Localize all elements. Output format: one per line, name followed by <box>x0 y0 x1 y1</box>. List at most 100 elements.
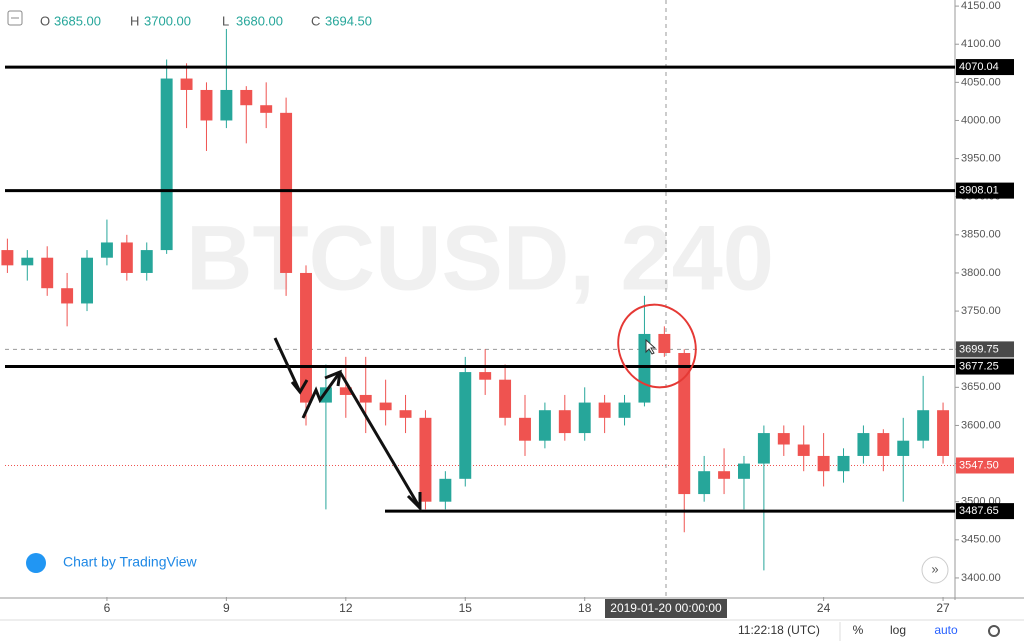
candle-body <box>538 410 551 441</box>
candle-body <box>738 463 750 479</box>
cursor <box>645 338 657 355</box>
x-tick-label: 12 <box>339 601 353 615</box>
legend-value: 3694.50 <box>325 13 372 28</box>
collapse-icon[interactable] <box>7 10 23 26</box>
level-label-box <box>956 59 1014 76</box>
arrow <box>273 337 302 393</box>
auto-toggle[interactable]: auto <box>934 623 958 637</box>
x-tick-label: 9 <box>223 601 230 615</box>
y-tick-label: 3800.00 <box>961 267 1001 279</box>
candle-body <box>857 433 870 456</box>
level-label: 3908.01 <box>959 185 999 197</box>
settings-icon[interactable] <box>988 625 1000 637</box>
legend-key: O <box>40 13 50 28</box>
candle-body <box>41 257 54 289</box>
level-label: 4070.04 <box>959 61 999 73</box>
y-tick-label: 3600.00 <box>961 419 1001 431</box>
candle-body <box>140 250 153 273</box>
logo <box>26 553 46 573</box>
legend-key: L <box>222 13 229 28</box>
y-tick-label: 4000.00 <box>961 114 1001 126</box>
candle-body <box>897 440 910 456</box>
candle-body <box>260 105 273 113</box>
arrow <box>301 371 342 419</box>
crosshair-date: 2019-01-20 00:00:00 <box>610 601 722 615</box>
y-tick-label: 3750.00 <box>961 305 1001 317</box>
candle-body <box>499 379 512 418</box>
candle-body <box>598 402 611 418</box>
candle-body <box>618 402 631 418</box>
level-label: 3677.25 <box>959 360 999 372</box>
candle-body <box>917 410 930 441</box>
highlight-ellipse <box>617 303 697 389</box>
candle-body <box>578 402 591 434</box>
y-tick-label: 4150.00 <box>961 0 1001 12</box>
candle-body <box>200 89 213 121</box>
candle-body <box>459 372 472 479</box>
candle-body <box>479 372 492 380</box>
candle-body <box>718 471 731 479</box>
candle-body <box>419 417 432 502</box>
level-label-box <box>956 503 1014 520</box>
scroll-button-icon: » <box>931 561 938 576</box>
candle-body <box>21 257 34 266</box>
candle-body <box>757 433 770 464</box>
candle-body <box>837 455 850 472</box>
candle-body <box>399 410 412 418</box>
x-tick-label: 6 <box>104 601 111 615</box>
x-tick-label: 24 <box>817 601 831 615</box>
candle-body <box>319 387 332 403</box>
log-toggle[interactable]: log <box>890 623 906 637</box>
candle-body <box>678 353 691 495</box>
y-tick-label: 3400.00 <box>961 572 1001 584</box>
legend-value: 3700.00 <box>144 13 191 28</box>
legend-value: 3680.00 <box>236 13 283 28</box>
candle-body <box>817 455 830 472</box>
last-price-box <box>956 457 1014 474</box>
legend-key: C <box>311 13 320 28</box>
y-tick-label: 3850.00 <box>961 229 1001 241</box>
plot: 3400.003450.003500.003550.003600.003650.… <box>1 0 1014 615</box>
last-price-label: 3547.50 <box>959 459 999 471</box>
candle-body <box>81 257 93 304</box>
candle-body <box>1 250 14 266</box>
candle-body <box>698 471 711 495</box>
crosshair-date-box <box>605 599 727 618</box>
y-tick-label: 3450.00 <box>961 534 1001 546</box>
crosshair-price-box <box>956 341 1014 358</box>
candle-body <box>439 478 452 502</box>
level-label-box <box>956 182 1014 199</box>
branding[interactable]: Chart by TradingView <box>63 554 197 570</box>
candle-body <box>61 288 74 304</box>
candle-body <box>877 433 890 456</box>
candle-body <box>339 387 352 395</box>
scroll-button[interactable] <box>921 556 949 584</box>
legend-value: 3685.00 <box>54 13 101 28</box>
y-tick-label: 4100.00 <box>961 38 1001 50</box>
x-tick-label: 27 <box>936 601 950 615</box>
candle-body <box>937 410 950 456</box>
candle-body <box>379 402 392 411</box>
legend-key: H <box>130 13 139 28</box>
candle-body <box>160 78 173 251</box>
footer-time: 11:22:18 (UTC) <box>738 623 820 637</box>
y-tick-label: 4050.00 <box>961 76 1001 88</box>
candle-body <box>658 333 671 354</box>
candle-body <box>220 89 233 121</box>
candle-body <box>120 242 133 273</box>
arrowhead <box>290 379 309 395</box>
y-tick-label: 3950.00 <box>961 152 1001 164</box>
candle-body <box>280 112 293 273</box>
level-label: 3487.65 <box>959 505 999 517</box>
x-tick-label: 18 <box>578 601 592 615</box>
candle-body <box>100 242 113 258</box>
percent-toggle[interactable]: % <box>853 623 864 637</box>
candle-body <box>638 333 651 403</box>
crosshair-price-label: 3699.75 <box>959 343 999 355</box>
watermark: BTCUSD, 240 <box>186 207 774 309</box>
candle-body <box>180 78 193 90</box>
x-tick-label: 15 <box>459 601 473 615</box>
candle-body <box>300 272 312 403</box>
